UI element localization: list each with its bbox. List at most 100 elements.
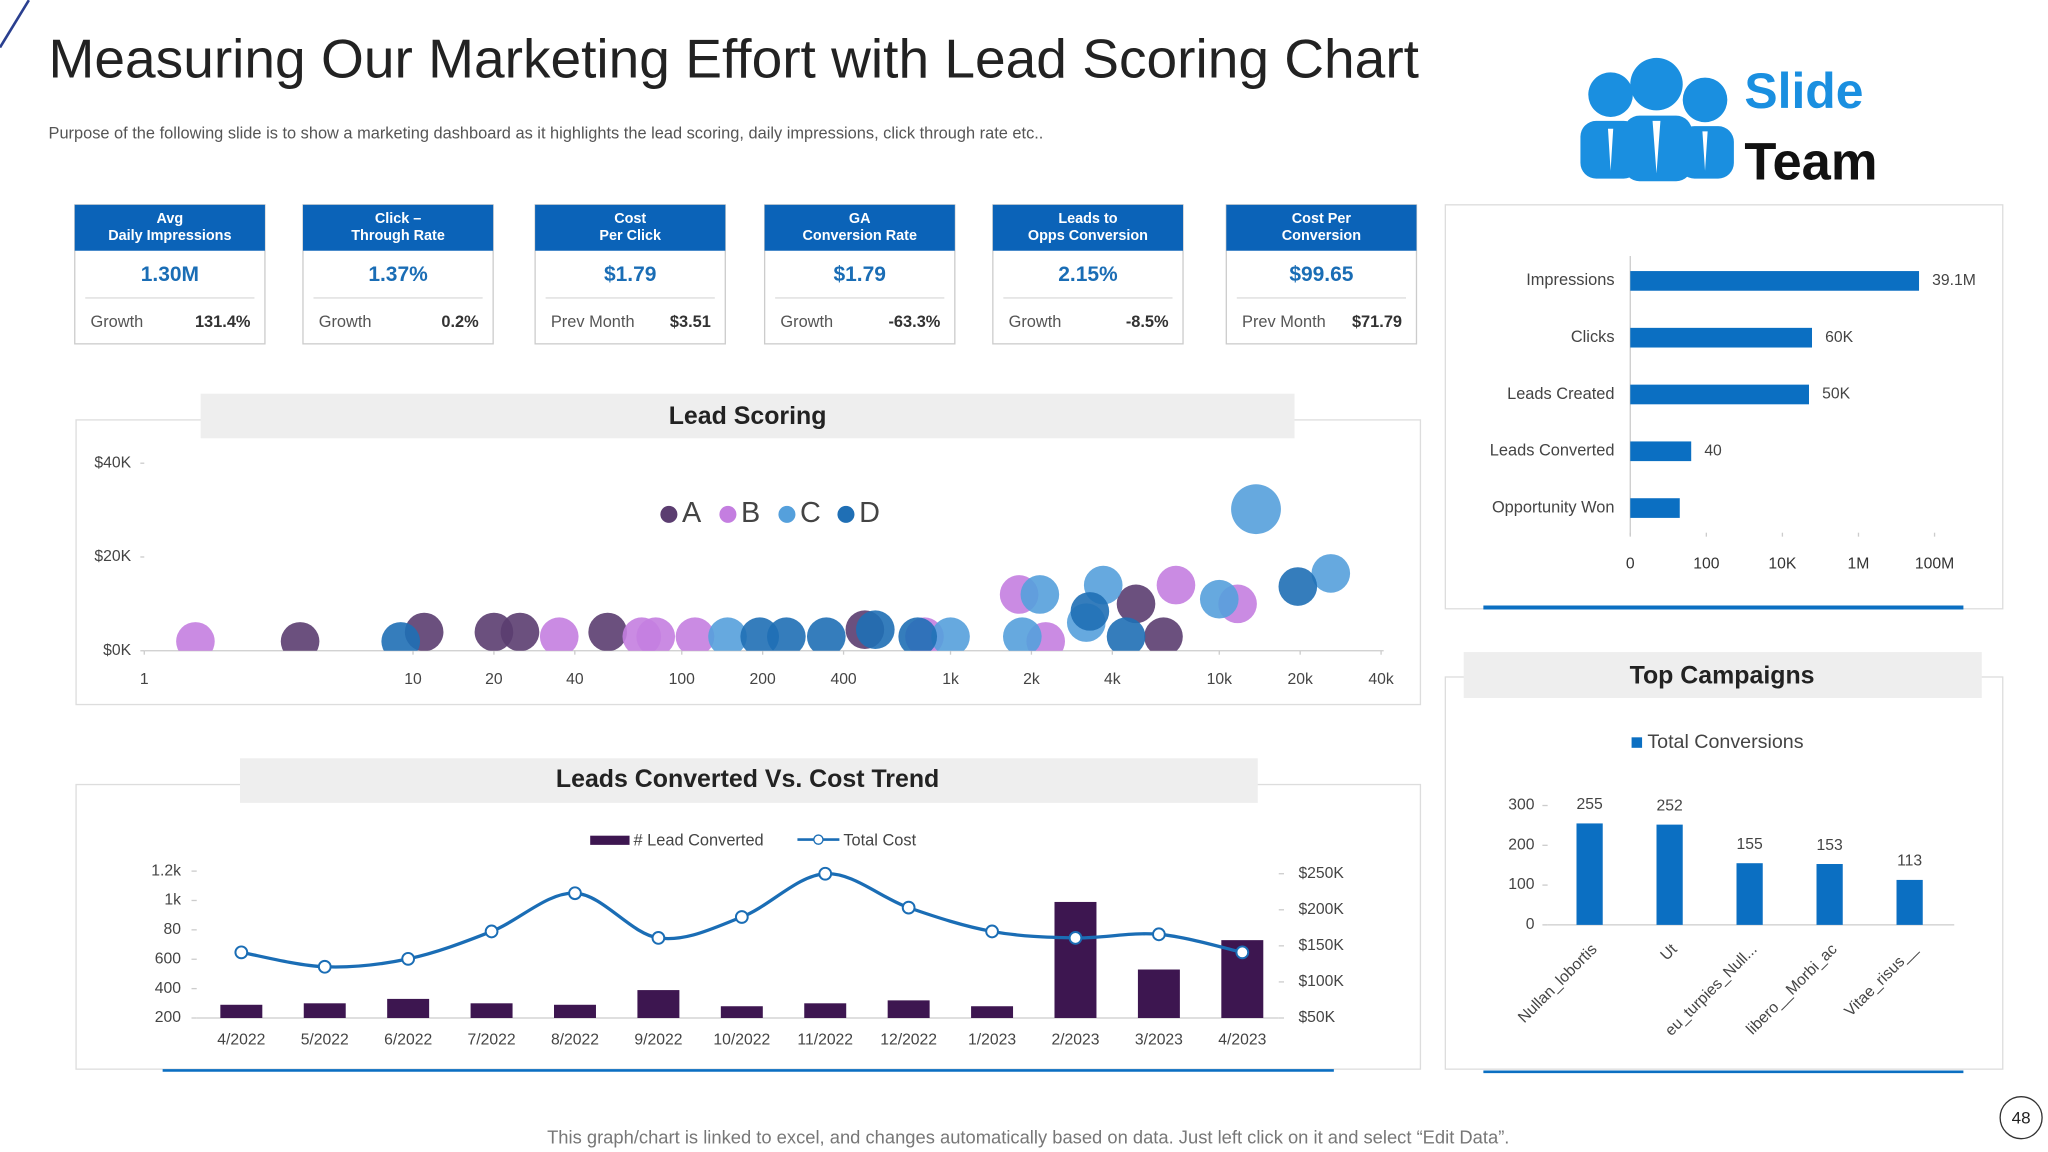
title-band <box>240 758 1258 803</box>
bar <box>1630 441 1692 462</box>
x-tick-label: Ut <box>1657 940 1681 964</box>
panel <box>75 783 1422 1070</box>
page-number: 48 <box>2012 1108 2031 1127</box>
bar <box>1576 823 1603 925</box>
kpi-title: Click – <box>375 211 421 227</box>
y-tick-label: 600 <box>155 950 181 967</box>
x-tick-label: 12/2022 <box>880 1031 937 1048</box>
bar <box>1656 824 1683 925</box>
data-label: 50K <box>1822 386 1850 403</box>
data-label: 155 <box>1737 836 1763 853</box>
x-tick-label: 4/2023 <box>1218 1031 1266 1048</box>
legend-label: D <box>859 497 880 529</box>
kpi-label-value: 131.4% <box>195 313 251 331</box>
y-tick-label: $0K <box>103 642 131 659</box>
bubble <box>1106 617 1146 651</box>
data-label: 60K <box>1825 329 1853 346</box>
line-marker <box>1235 945 1250 960</box>
bar <box>1736 863 1763 925</box>
x-tick-label: 10k <box>1207 671 1232 688</box>
y-tick-label: $20K <box>94 548 131 565</box>
bubble <box>856 610 895 649</box>
y-tick-label: $40K <box>94 454 131 471</box>
bar <box>1630 498 1680 518</box>
page-badge <box>1999 1096 2043 1140</box>
chart-title: Leads Converted Vs. Cost Trend <box>556 765 939 793</box>
kpi-title: Conversion Rate <box>802 228 916 244</box>
kpi-title: Conversion <box>1282 228 1361 244</box>
bubble <box>1278 567 1318 606</box>
y2-tick-label: $150K <box>1298 937 1344 954</box>
line-marker <box>818 866 833 881</box>
bar <box>1630 327 1813 348</box>
chart-title: Lead Scoring <box>669 402 827 430</box>
chart-title: Top Campaigns <box>1630 662 1815 690</box>
legend-marker <box>590 835 630 845</box>
bubble <box>767 617 806 651</box>
x-tick-label: 0 <box>1626 555 1635 572</box>
x-tick-label: 10K <box>1768 555 1796 572</box>
bar <box>1630 384 1809 405</box>
x-tick-label: Vitae_risus__ <box>1841 941 1920 1020</box>
kpi-value: 1.30M <box>141 263 199 286</box>
data-label: 252 <box>1656 797 1682 814</box>
kpi-label-value: $3.51 <box>670 313 711 331</box>
bubble <box>898 617 938 651</box>
kpi-header <box>1226 204 1417 251</box>
x-tick-label: 100 <box>669 671 695 688</box>
logo-icon <box>1580 57 1734 182</box>
bubble <box>1003 617 1042 651</box>
x-tick-label: 4k <box>1104 671 1121 688</box>
kpi-title: GA <box>849 211 871 227</box>
line-marker <box>401 951 416 966</box>
line-marker <box>234 945 249 960</box>
bar <box>971 1006 1014 1018</box>
line-marker <box>985 924 999 939</box>
kpi-title: Cost <box>614 211 646 227</box>
y-tick-label: 200 <box>1508 836 1534 853</box>
kpi-title: Daily Impressions <box>108 228 231 244</box>
slide-title: Measuring Our Marketing Effort with Lead… <box>49 28 1419 90</box>
x-tick-label: 3/2023 <box>1135 1031 1183 1048</box>
x-tick-label: 10/2022 <box>713 1031 770 1048</box>
x-tick-label: 1k <box>942 671 959 688</box>
data-label: 40 <box>1704 442 1722 459</box>
kpi-label: Prev Month <box>1242 313 1326 331</box>
data-label: 39.1M <box>1932 272 1976 289</box>
x-tick-label: 11/2022 <box>797 1031 853 1048</box>
bubble <box>708 617 747 651</box>
x-tick-label: 10 <box>404 671 422 688</box>
x-tick-label: 1 <box>140 671 149 688</box>
y-tick-label: Leads Converted <box>1490 442 1615 460</box>
legend-marker <box>837 505 855 523</box>
legend-label: B <box>741 497 760 529</box>
legend-marker <box>778 505 796 523</box>
kpi-title: Cost Per <box>1292 211 1352 227</box>
kpi-label: Growth <box>1009 313 1062 331</box>
x-tick-label: 100M <box>1915 555 1954 572</box>
line-marker <box>651 931 666 945</box>
y-tick-label: 80 <box>164 921 182 938</box>
y-tick-label: 1.2k <box>151 862 181 879</box>
kpi-title: Per Click <box>599 228 662 244</box>
corner-decoration <box>0 0 30 49</box>
legend-marker <box>660 505 678 523</box>
bubble <box>588 612 627 651</box>
bubble <box>1116 584 1156 624</box>
kpi-title: Leads to <box>1058 211 1117 227</box>
kpi-label-value: -63.3% <box>888 313 940 331</box>
y-tick-label: Impressions <box>1526 271 1614 289</box>
bubble <box>1156 565 1196 605</box>
bar <box>303 1003 346 1018</box>
line-marker <box>317 959 332 974</box>
bar <box>554 1004 596 1018</box>
bubbles <box>176 484 1351 651</box>
bubble <box>1311 554 1351 593</box>
y-tick-label: 300 <box>1508 797 1534 814</box>
bubble <box>931 617 970 651</box>
y2-tick-label: $50K <box>1298 1009 1335 1026</box>
bar <box>470 1003 513 1018</box>
line-marker <box>568 886 582 901</box>
bar <box>1816 864 1843 925</box>
